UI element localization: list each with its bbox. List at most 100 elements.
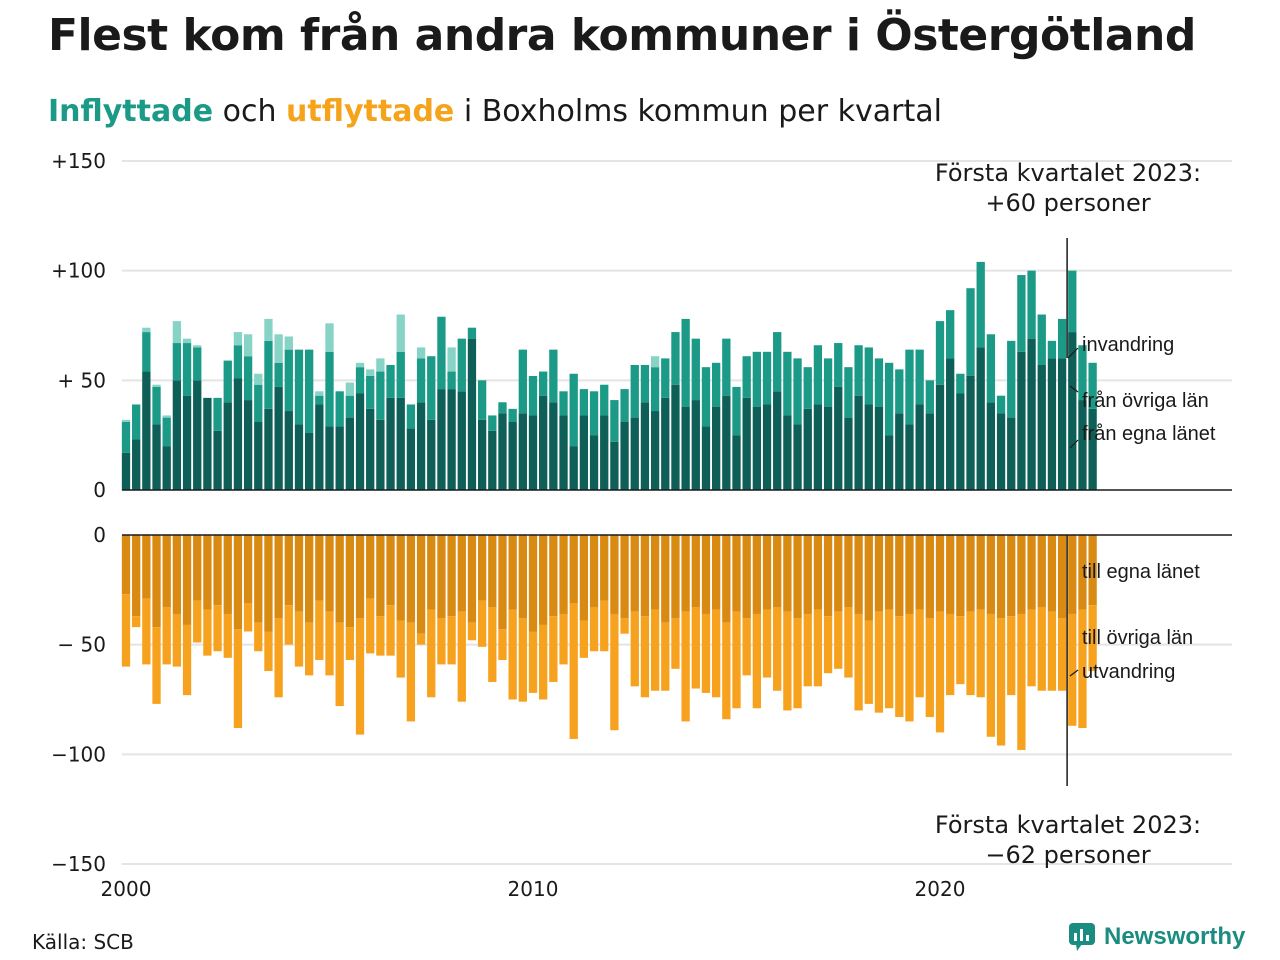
outflow-bar-till-egna-länet [783, 535, 792, 612]
outflow-bar-till-egna-länet [325, 535, 334, 612]
inflow-bar-från-övriga-län [620, 389, 629, 423]
y-tick-label: +100 [51, 259, 106, 283]
outflow-bar-till-egna-länet [132, 535, 141, 617]
inflow-bar-invandring [274, 334, 283, 363]
outflow-bar-till-övriga-län [813, 609, 823, 687]
outflow-bar-till-egna-länet [864, 535, 873, 621]
inflow-bar-från-övriga-län [457, 338, 466, 392]
outflow-bar-till-egna-länet [946, 535, 955, 614]
inflow-bar-från-övriga-län [793, 358, 802, 425]
outflow-bar-till-övriga-län [498, 629, 507, 661]
inflow-bar-från-övriga-län [437, 316, 446, 390]
outflow-bar-till-egna-länet [925, 535, 934, 619]
inflow-bar-från-övriga-län [162, 417, 171, 447]
inflow-bar-invandring [315, 391, 324, 396]
inflow-bar-från-egna-länet [823, 406, 833, 490]
outflow-bar-till-egna-länet [477, 535, 487, 601]
outflow-bar-till-egna-länet [264, 535, 273, 632]
outflow-bar-till-övriga-län [773, 607, 782, 691]
x-tick-label: 2010 [508, 877, 559, 901]
inflow-bar-från-egna-länet [946, 358, 955, 490]
outflow-bar-till-övriga-län [1078, 609, 1087, 729]
outflow-bar-till-övriga-län [640, 616, 650, 698]
inflow-bar-från-egna-länet [864, 404, 873, 490]
outflow-bar-till-egna-länet [762, 535, 772, 610]
outflow-bar-till-övriga-län [213, 605, 222, 652]
inflow-bar-från-egna-länet [844, 417, 853, 490]
inflow-bar-från-egna-länet [752, 406, 761, 490]
outflow-bar-till-övriga-län [142, 598, 151, 665]
inflow-bar-från-egna-länet [742, 397, 751, 490]
outflow-bar-till-egna-länet [528, 535, 538, 632]
inflow-bar-från-övriga-län [549, 349, 558, 403]
subtitle-rest: i Boxholms kommun per kvartal [463, 94, 942, 129]
outflow-bar-till-egna-länet [915, 535, 924, 610]
inflow-bar-från-egna-länet [152, 424, 161, 490]
outflow-bar-till-övriga-län [762, 609, 772, 678]
outflow-bar-till-egna-länet [834, 535, 843, 612]
outflow-bar-till-övriga-län [996, 618, 1006, 746]
inflow-bar-invandring [396, 314, 405, 352]
outflow-bar-till-egna-länet [193, 535, 202, 601]
inflow-bar-från-egna-länet [854, 395, 863, 490]
inflow-bar-från-övriga-län [976, 261, 985, 348]
inflow-bar-från-egna-länet [1037, 364, 1046, 490]
inflow-bar-från-egna-länet [213, 430, 222, 490]
outflow-bar-till-egna-länet [976, 535, 985, 610]
outflow-bar-till-övriga-län [254, 622, 263, 652]
inflow-bar-från-egna-länet [600, 415, 609, 490]
inflow-bar-från-övriga-län [1088, 362, 1097, 409]
outflow-bar-till-övriga-län [712, 609, 721, 698]
inflow-bar-från-egna-länet [1027, 338, 1036, 490]
inflow-bar-från-egna-länet [905, 424, 914, 490]
outflow-bar-till-egna-länet [416, 535, 426, 634]
inflow-bar-från-övriga-län [335, 391, 344, 427]
outflow-bar-till-övriga-län [305, 622, 314, 676]
inflow-bar-från-egna-länet [355, 393, 365, 490]
inflow-bar-från-egna-länet [254, 422, 263, 490]
inflow-bar-invandring [152, 384, 161, 387]
outflow-bar-till-egna-länet [569, 535, 578, 603]
outflow-bar-till-övriga-län [1037, 607, 1046, 691]
outflow-bar-till-egna-länet [773, 535, 782, 608]
outflow-bar-till-egna-länet [254, 535, 263, 623]
inflow-bar-från-egna-länet [884, 435, 894, 490]
inflow-bar-från-egna-länet [508, 422, 517, 490]
inflow-bar-från-övriga-län [172, 343, 182, 381]
outflow-bar-till-egna-länet [813, 535, 823, 610]
outflow-bar-till-egna-länet [1078, 535, 1087, 610]
inflow-bar-från-egna-länet [803, 408, 812, 490]
outflow-bar-till-övriga-län [1027, 609, 1036, 687]
outflow-bar-till-egna-länet [935, 535, 945, 612]
outflow-bar-till-egna-länet [203, 535, 212, 610]
outflow-bar-till-övriga-län [956, 616, 965, 685]
inflow-bar-från-egna-länet [386, 397, 395, 490]
inflow-bar-från-övriga-län [803, 367, 812, 409]
inflow-bar-från-övriga-län [315, 395, 324, 405]
outflow-bar-till-egna-länet [661, 535, 670, 623]
outflow-bar-till-egna-länet [213, 535, 222, 606]
inflow-bar-från-övriga-län [854, 345, 863, 396]
outflow-bar-till-egna-länet [732, 535, 741, 612]
outflow-bar-till-övriga-län [844, 607, 853, 678]
outflow-bar-till-övriga-län [1047, 611, 1057, 691]
inflow-bar-från-övriga-län [884, 362, 894, 436]
inflow-bar-från-egna-länet [549, 402, 558, 490]
outflow-bar-till-egna-länet [650, 535, 660, 610]
outflow-bar-till-egna-länet [457, 535, 466, 612]
inflow-bar-från-egna-länet [193, 380, 202, 490]
inflow-bar-från-egna-länet [427, 419, 436, 490]
outflow-bar-till-egna-länet [986, 535, 996, 614]
outflow-bar-till-övriga-län [508, 609, 517, 700]
outflow-bar-till-egna-länet [1088, 535, 1097, 606]
outflow-bar-till-övriga-län [264, 631, 273, 671]
outflow-bar-till-övriga-län [335, 622, 344, 707]
outflow-bar-till-egna-länet [335, 535, 344, 623]
label-till-ovriga-lan: till övriga län [1082, 627, 1193, 649]
inflow-bar-från-övriga-län [213, 397, 222, 431]
inflow-bar-från-övriga-län [650, 367, 660, 412]
inflow-bar-från-egna-länet [223, 402, 232, 490]
x-tick-label: 2000 [101, 877, 152, 901]
inflow-bar-från-egna-länet [477, 419, 487, 490]
